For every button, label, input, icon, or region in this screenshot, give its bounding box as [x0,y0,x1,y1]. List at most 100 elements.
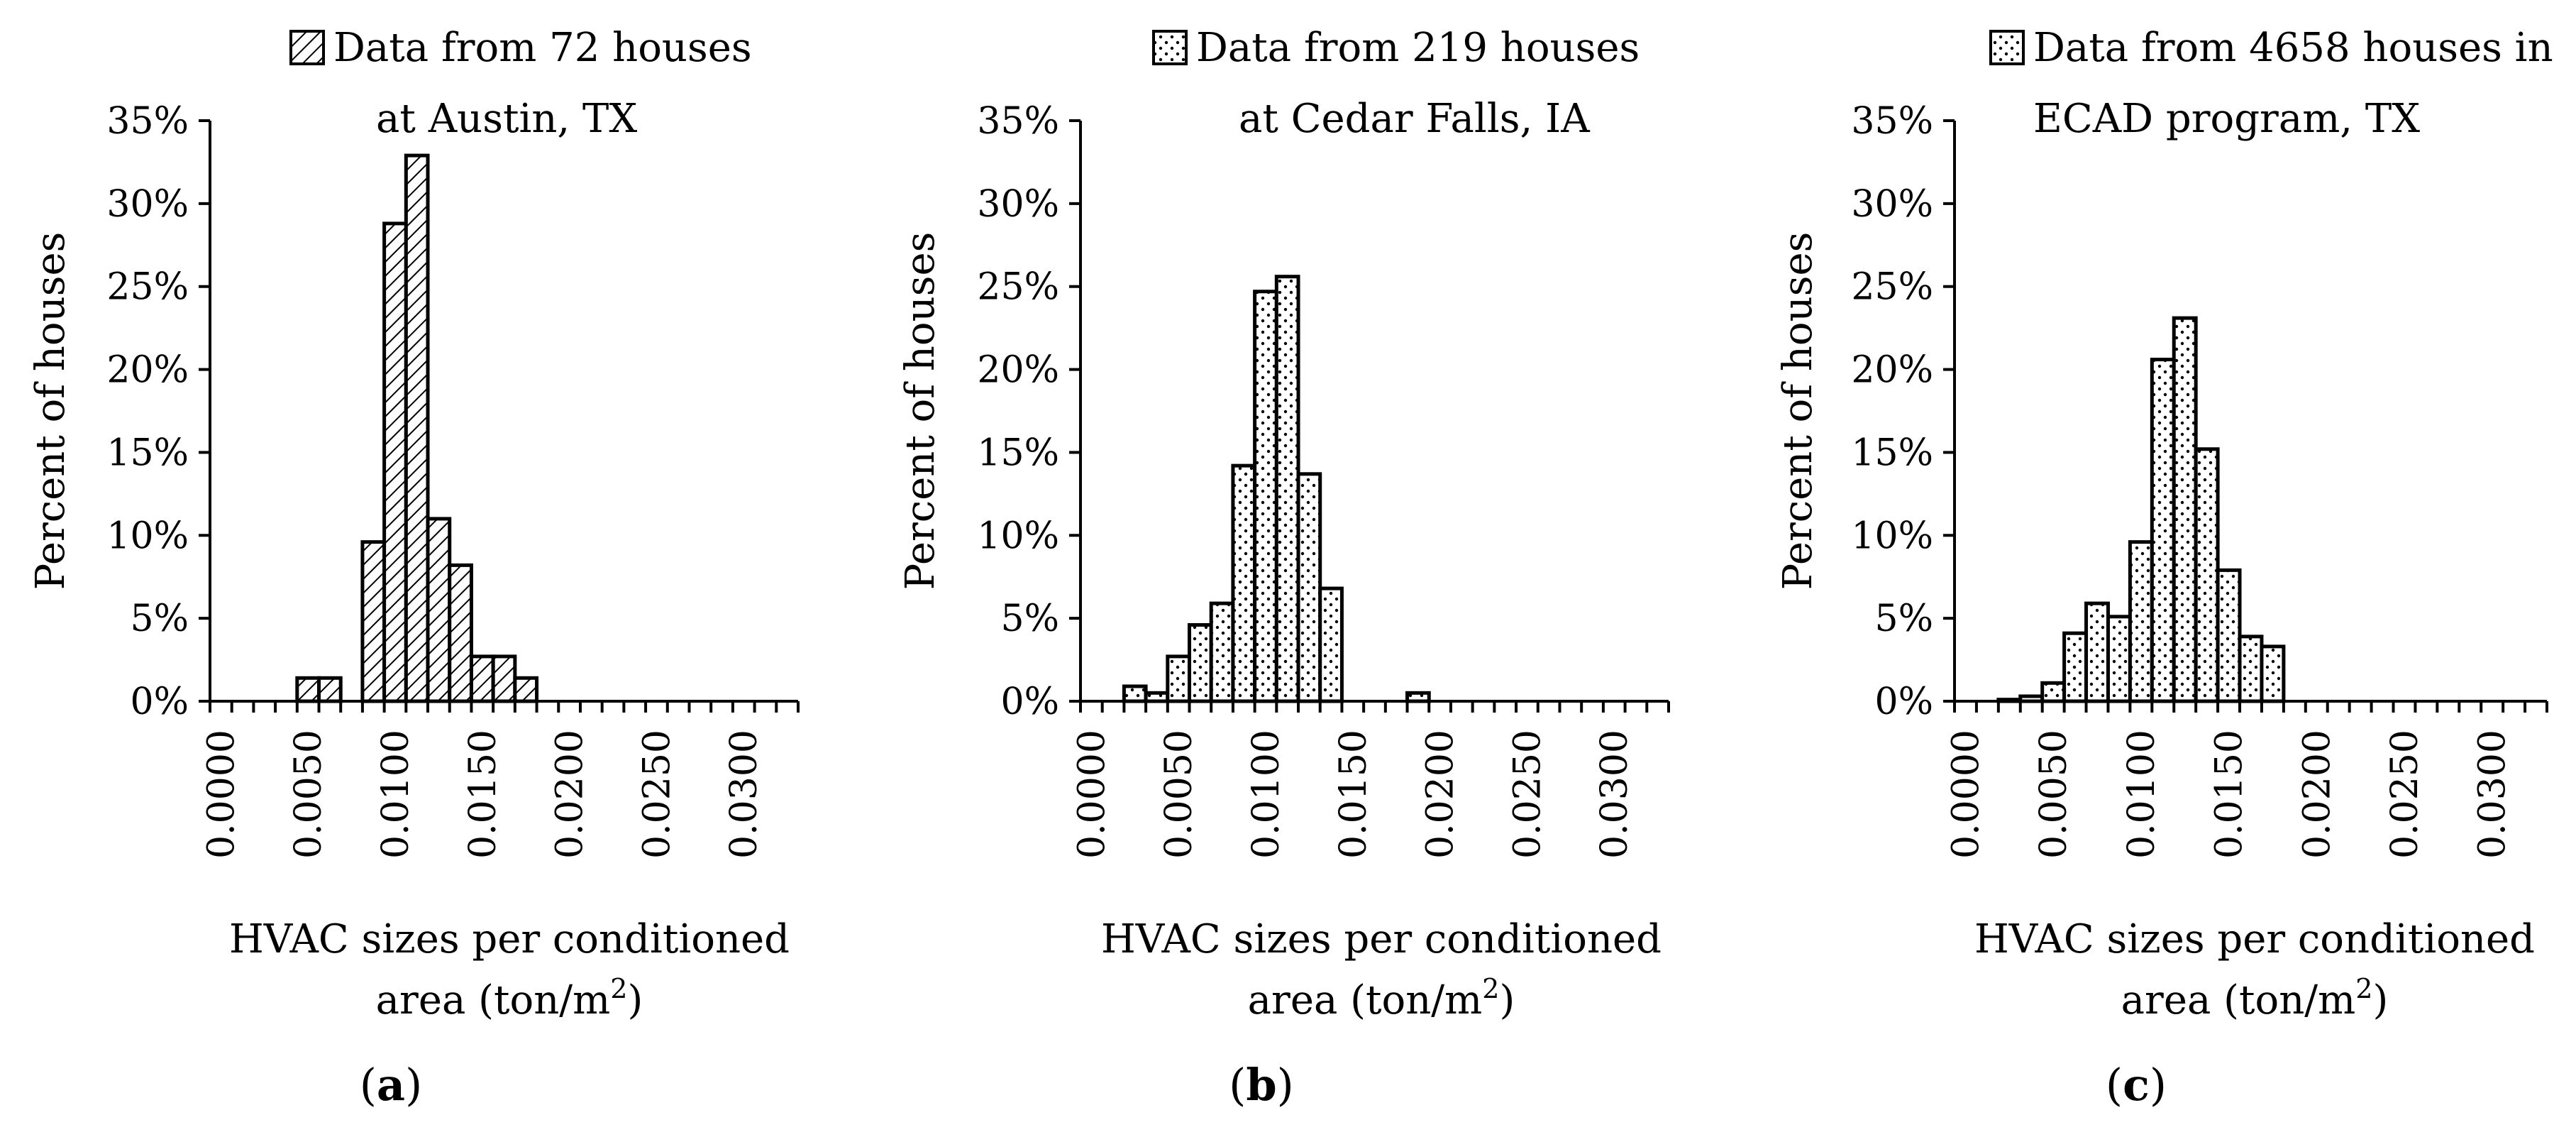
y-tick-label: 30% [977,183,1059,226]
legend-line2: at Austin, TX [376,96,637,142]
y-tick-label: 30% [1851,183,1933,226]
histogram-bar [2260,644,2286,703]
x-tick-label: 0.0150 [2209,730,2251,859]
histogram-bar [1318,586,1344,703]
x-tick-label: 0.0200 [1420,730,1462,859]
y-tick-label: 35% [1851,100,1933,143]
y-tick-label: 15% [977,432,1059,474]
y-tick-label: 35% [977,100,1059,143]
y-tick-label: 15% [106,432,189,474]
x-axis-title-line2: area (ton/m2) [2121,973,2389,1023]
panel-label-close-paren: ) [405,1059,422,1111]
x-tick-label: 0.0250 [2384,730,2426,859]
histogram-bar [491,654,517,703]
histogram-bar [317,676,343,703]
x-tick-label: 0.0000 [1945,730,1987,859]
histogram-bar [1274,275,1300,703]
x-tick-label: 0.0200 [2296,730,2338,859]
panel-label-open-paren: ( [360,1059,377,1111]
x-axis-title-line1: HVAC sizes per conditioned [1101,916,1662,962]
y-axis-title: Percent of houses [28,232,74,591]
y-axis-title: Percent of houses [897,232,944,591]
panel-label-letter: a [377,1059,405,1111]
histogram-bar [2084,601,2110,703]
x-tick-label: 0.0000 [1071,730,1113,859]
histogram-bar [469,654,495,703]
y-tick-label: 5% [131,598,189,640]
histogram-bar [2040,681,2067,703]
histogram-bar [295,676,321,703]
y-tick-label: 20% [977,349,1059,392]
y-tick-label: 5% [1001,598,1060,640]
panel-label-close-paren: ) [2150,1059,2167,1111]
x-tick-label: 0.0300 [723,730,765,859]
panel-label-letter: b [1246,1059,1276,1111]
y-tick-label: 30% [106,183,189,226]
histogram-bar [2106,615,2132,703]
x-axis-title-line1: HVAC sizes per conditioned [1974,916,2535,962]
x-axis-title-close-paren: ) [627,977,643,1023]
y-tick-label: 0% [1875,681,1934,723]
histogram-bar [2238,635,2264,703]
y-tick-label: 0% [131,681,189,723]
y-tick-label: 0% [1001,681,1060,723]
legend-swatch [289,30,325,65]
histogram-bar [2172,316,2198,703]
x-tick-label: 0.0050 [2033,730,2075,859]
y-tick-label: 35% [106,100,189,143]
x-tick-label: 0.0300 [1593,730,1636,859]
histogram-bar [1209,601,1235,703]
x-axis-title-superscript: 2 [2355,973,2372,1004]
histogram-bar [2216,568,2242,703]
histogram-bar [513,676,539,703]
x-tick-label: 0.0150 [1332,730,1375,859]
x-axis-title-unit-text: area (ton/m [376,977,611,1023]
chart-panel-a: 0% 5% 10% 15% 20% 25% 30% 35% 0.0000 0.0050 0.0100… [28,25,800,1111]
panel-label: (a) [360,1059,423,1111]
x-axis-title-superscript: 2 [610,973,627,1004]
legend-swatch [1989,30,2025,65]
histogram-bar [1166,654,1192,703]
panel-label-close-paren: ) [1277,1059,1294,1111]
x-tick-label: 0.0000 [200,730,243,859]
histogram-bar [2128,540,2154,703]
panel-label-open-paren: ( [1229,1059,1246,1111]
histogram-bar [2194,447,2220,703]
y-tick-label: 10% [1851,515,1933,557]
x-tick-label: 0.0150 [462,730,504,859]
y-tick-label: 25% [977,266,1059,309]
histogram-bar [1188,622,1213,703]
y-tick-label: 25% [106,266,189,309]
x-axis-title-unit-text: area (ton/m [2121,977,2356,1023]
y-tick-label: 10% [977,515,1059,557]
x-tick-label: 0.0300 [2472,730,2514,859]
histogram-bar [1231,463,1257,703]
x-axis-title-superscript: 2 [1482,973,1499,1004]
legend-line1: Data from 72 houses [333,25,752,71]
legend-line2: ECAD program, TX [2033,96,2420,142]
y-tick-label: 20% [106,349,189,392]
x-axis-title-line1: HVAC sizes per conditioned [229,916,790,962]
x-axis-title-unit-text: area (ton/m [1248,977,1483,1023]
x-axis-title-close-paren: ) [1499,977,1515,1023]
x-tick-label: 0.0250 [636,730,678,859]
y-tick-label: 15% [1851,432,1933,474]
panel-label: (c) [2106,1059,2167,1111]
x-tick-label: 0.0200 [549,730,592,859]
x-tick-label: 0.0050 [1158,730,1200,859]
panel-label-letter: c [2123,1059,2150,1111]
histogram-bar [1296,472,1322,703]
y-axis-title: Percent of houses [1775,232,1821,591]
y-tick-label: 10% [106,515,189,557]
histogram-bar [2150,358,2176,703]
panel-label-open-paren: ( [2106,1059,2123,1111]
panel-label: (b) [1229,1059,1294,1111]
histogram-bar [360,540,387,703]
legend-line1: Data from 4658 houses in [2033,25,2553,71]
chart-panel-b: 0% 5% 10% 15% 20% 25% 30% 35% 0.0000 0.0050 0.0100… [897,25,1670,1111]
x-tick-label: 0.0250 [1506,730,1549,859]
x-tick-label: 0.0050 [287,730,330,859]
histogram-bar [426,517,452,703]
histogram-bar [382,221,408,703]
